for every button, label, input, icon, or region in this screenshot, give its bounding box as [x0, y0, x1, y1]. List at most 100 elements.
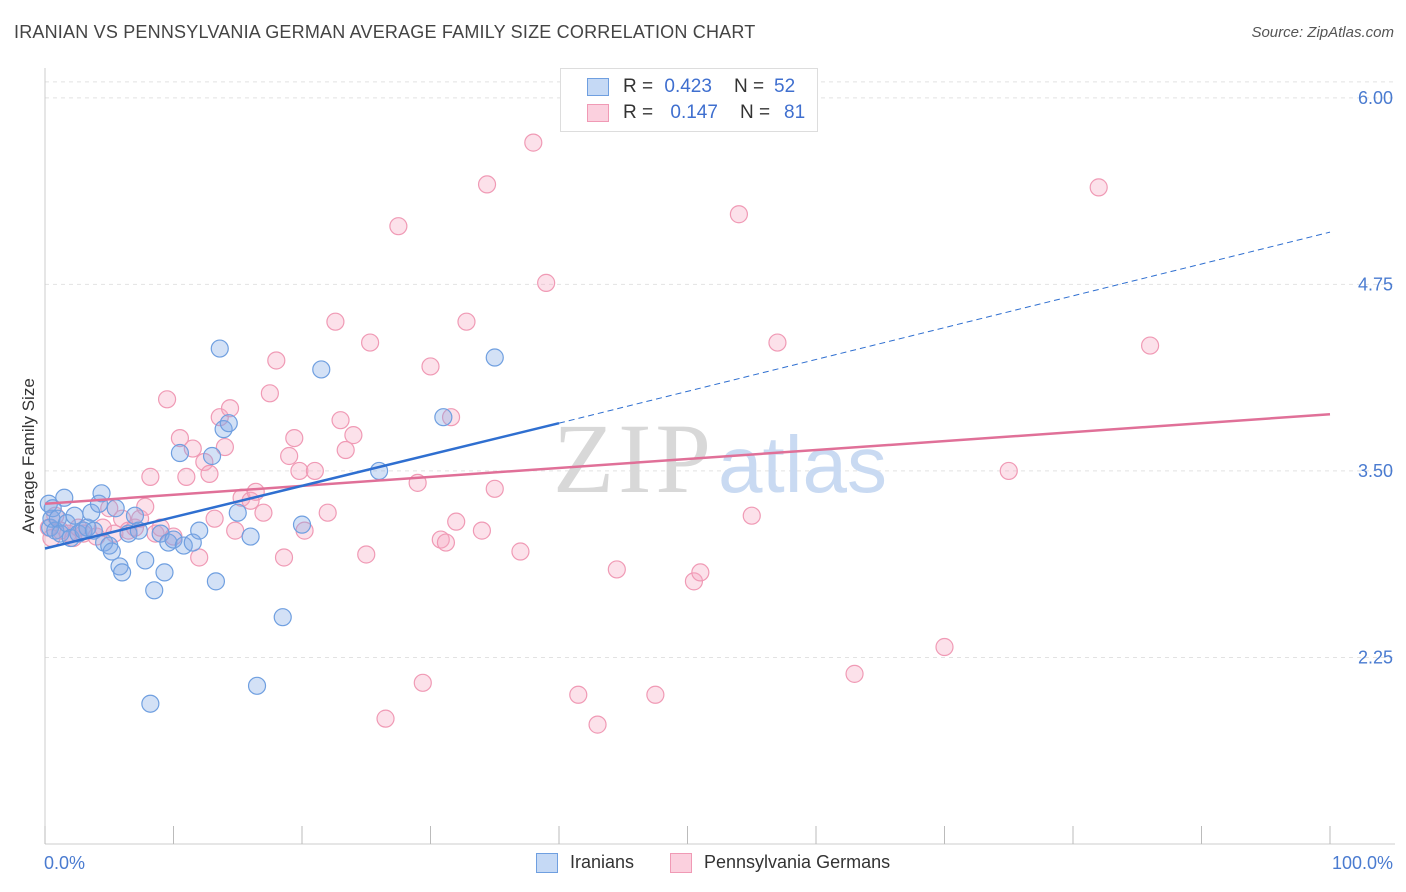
iranian-point	[434, 408, 453, 427]
y-tick-label: 2.25	[1358, 647, 1393, 667]
pa-german-point	[170, 428, 190, 448]
pa-german-point	[205, 509, 224, 528]
pa-german-point	[588, 715, 607, 734]
pa-german-point	[742, 506, 761, 525]
pa-german-point	[441, 408, 461, 427]
iranian-point	[273, 608, 292, 627]
legend-r-value: 0.423	[664, 76, 712, 97]
chart-source: Source: ZipAtlas.com	[1251, 24, 1394, 41]
pa-german-trend-line	[44, 412, 1331, 506]
pa-german-point	[646, 685, 665, 704]
pa-german-point	[260, 384, 279, 403]
bottom-swatch-pa-german	[670, 852, 692, 873]
pa-german-point	[357, 545, 376, 564]
pa-german-point	[157, 390, 177, 409]
legend-n-value: 52	[774, 76, 796, 97]
legend-row-pa-german: R = 0.147 N = 81	[587, 101, 805, 125]
iranian-point	[69, 524, 88, 543]
pa-german-point	[136, 497, 155, 516]
iranian-point	[485, 348, 504, 367]
iranian-point	[312, 360, 331, 379]
pa-german-point	[290, 461, 309, 481]
iranian-point	[206, 572, 226, 591]
iranian-point	[292, 515, 312, 534]
pa-german-point	[935, 637, 954, 657]
bottom-legend-pa-german: Pennsylvania Germans	[670, 852, 890, 873]
pa-german-point	[285, 428, 304, 448]
pa-german-point	[305, 461, 324, 481]
iranian-point	[92, 484, 111, 503]
iranian-point	[141, 694, 160, 713]
pa-german-point	[421, 357, 440, 376]
pa-german-point	[274, 548, 294, 567]
pa-german-point	[607, 560, 626, 579]
legend-r-label: R =	[623, 102, 654, 123]
iranian-point	[202, 446, 222, 466]
iranian-point	[228, 503, 247, 522]
iranian-point	[210, 339, 229, 358]
bottom-legend-pa-german-label: Pennsylvania Germans	[704, 852, 891, 872]
pa-german-point	[254, 503, 273, 522]
bottom-legend-iranian: Iranians	[536, 852, 634, 873]
iranian-point	[51, 524, 70, 543]
iranian-point	[106, 499, 125, 518]
pa-german-point	[376, 709, 395, 728]
bottom-swatch-iranian	[536, 852, 558, 873]
pa-german-point	[280, 446, 299, 466]
bottom-legend-iranian-label: Iranians	[570, 852, 635, 872]
y-tick-label: 4.75	[1358, 274, 1393, 294]
iranian-trend-line	[44, 421, 560, 550]
pa-german-point	[569, 685, 588, 704]
watermark-atlas: atlas	[718, 420, 887, 509]
legend-n-label: N =	[733, 76, 765, 97]
pa-german-point	[684, 572, 704, 591]
pa-german-point	[1089, 178, 1108, 197]
pa-german-point	[537, 273, 556, 292]
pa-german-point	[524, 133, 543, 152]
pa-german-point	[344, 426, 363, 445]
pa-german-point	[318, 503, 337, 522]
legend-n-value: 81	[784, 102, 806, 123]
iranian-point	[145, 581, 164, 600]
iranian-trend-extension	[558, 231, 1331, 424]
legend-row-iranian: R = 0.423 N = 52	[587, 75, 795, 99]
watermark: ZIP atlas	[553, 403, 887, 514]
iranian-point	[241, 527, 260, 546]
pa-german-point	[691, 563, 710, 582]
pa-german-point	[141, 467, 160, 486]
pa-german-point	[389, 217, 408, 236]
pa-german-point	[220, 399, 240, 418]
pa-german-point	[845, 664, 864, 683]
pa-german-point	[177, 467, 196, 486]
iranian-point	[125, 506, 145, 525]
pa-german-point	[361, 333, 380, 352]
legend-swatch-pa-german	[587, 104, 609, 122]
pa-german-points	[39, 133, 1160, 734]
iranian-point	[102, 542, 121, 561]
legend-swatch-iranian	[587, 78, 609, 96]
pa-german-point	[485, 479, 504, 498]
gridlines	[45, 81, 1395, 658]
x-tick-label: 100.0%	[1332, 853, 1393, 873]
pa-german-point	[331, 411, 350, 430]
pa-german-point	[999, 461, 1018, 481]
iranian-point	[190, 521, 209, 540]
pa-german-point	[210, 408, 229, 427]
pa-german-point	[768, 333, 787, 352]
iranian-point	[170, 443, 190, 463]
iranian-point	[159, 533, 178, 552]
pa-german-point	[226, 521, 245, 540]
pa-german-point	[436, 533, 456, 552]
pa-german-point	[431, 530, 450, 549]
trend-lines	[44, 231, 1331, 550]
tick-labels: 2.25 3.50 4.75 6.00 0.0% 100.0%	[44, 88, 1393, 873]
iranian-point	[219, 414, 238, 433]
iranian-point	[247, 676, 267, 695]
pa-german-point	[1140, 336, 1160, 355]
legend-r-value: 0.147	[670, 102, 718, 123]
pa-german-point	[477, 175, 497, 194]
legend-n-label: N =	[739, 102, 771, 123]
iranian-point	[57, 514, 76, 533]
iranian-point	[155, 563, 174, 582]
stats-legend: R = 0.423 N = 52 R = 0.147 N = 81	[560, 68, 818, 132]
